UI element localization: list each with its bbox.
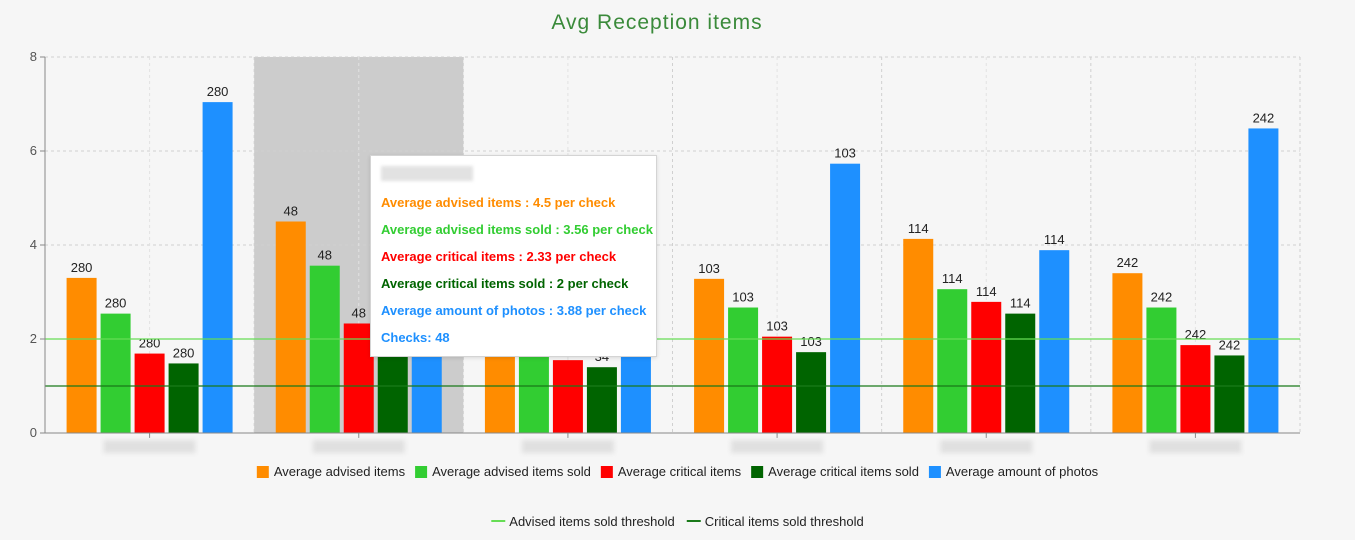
y-tick-label: 6 [30,143,37,158]
legend-swatch[interactable] [928,466,941,478]
legend-item-label[interactable]: Average advised items sold [432,464,591,479]
bar[interactable] [937,289,968,433]
bar[interactable] [971,301,1002,433]
y-tick-label: 8 [30,49,37,64]
bar-value-label: 242 [1253,110,1275,125]
bar[interactable] [518,350,549,433]
bar[interactable] [903,238,934,433]
bar[interactable] [202,102,233,434]
bar-value-label: 280 [105,296,127,311]
bar[interactable] [1005,313,1036,433]
tooltip-row: Average advised items : 4.5 per check [381,195,616,210]
bar-value-label: 114 [1044,232,1065,247]
bar-value-label: 103 [732,290,754,305]
legend-item-label[interactable]: Average critical items [618,464,742,479]
legend-swatch[interactable] [751,466,764,478]
bar[interactable] [620,350,651,433]
bar[interactable] [762,336,793,433]
bar[interactable] [1248,128,1279,433]
tooltip-row: Average critical items : 2.33 per check [381,249,617,264]
legend-threshold-label[interactable]: Critical items sold threshold [705,514,864,529]
bar[interactable] [484,350,515,433]
legend-item-label[interactable]: Average amount of photos [946,464,1099,479]
tooltip-title-redacted [381,166,473,181]
bar[interactable] [1039,250,1070,433]
bar[interactable] [168,363,199,433]
legend-item-label[interactable]: Average advised items [274,464,406,479]
legend-threshold-label[interactable]: Advised items sold threshold [509,514,674,529]
bar-value-label: 280 [71,260,93,275]
y-tick-label: 0 [30,425,37,440]
tooltip-row: Average critical items sold : 2 per chec… [381,276,629,291]
bar[interactable] [275,221,306,434]
bar-value-label: 114 [1010,296,1031,311]
y-tick-label: 4 [30,237,37,252]
legend-swatch[interactable] [256,466,269,478]
bar[interactable] [728,307,759,433]
bar-value-label: 114 [976,284,997,299]
bar[interactable] [134,353,165,433]
bar-value-label: 242 [1117,255,1139,270]
bar[interactable] [343,323,374,433]
bar-value-label: 242 [1219,337,1241,352]
bar[interactable] [1112,273,1143,433]
bar[interactable] [1146,307,1177,433]
bar-value-label: 103 [834,146,856,161]
bar-value-label: 48 [318,248,332,263]
legend-item-label[interactable]: Average critical items sold [768,464,919,479]
bar[interactable] [830,163,861,433]
bar-value-label: 103 [766,319,788,334]
bar-value-label: 103 [698,261,720,276]
tooltip-row: Checks: 48 [381,330,450,345]
tooltip-row: Average amount of photos : 3.88 per chec… [381,303,647,318]
bar-value-label: 103 [800,334,822,349]
bar-value-label: 242 [1151,290,1173,305]
bar-value-label: 280 [139,336,161,351]
bar[interactable] [796,352,827,433]
bar[interactable] [309,265,340,433]
tooltip-row: Average advised items sold : 3.56 per ch… [381,222,653,237]
x-tick-label-redacted [521,440,614,453]
chart-tooltip: Average advised items : 4.5 per check Av… [370,155,657,357]
bar[interactable] [66,277,97,433]
y-tick-label: 2 [30,331,37,346]
bar[interactable] [694,278,725,433]
bar-value-label: 280 [173,345,195,360]
bar-value-label: 114 [908,221,929,236]
bar[interactable] [586,367,617,433]
bar-value-label: 48 [352,305,366,320]
legend-swatch[interactable] [415,466,428,478]
bar[interactable] [552,360,583,433]
chart-title: Avg Reception items [551,11,762,34]
bar-value-label: 48 [284,204,298,219]
bar-value-label: 280 [207,84,229,99]
x-tick-label-redacted [312,440,405,453]
bar[interactable] [1180,345,1211,433]
x-tick-label-redacted [103,440,196,453]
bar-value-label: 114 [942,271,963,286]
x-tick-label-redacted [940,440,1033,453]
x-tick-label-redacted [731,440,824,453]
bar-value-label: 242 [1185,327,1207,342]
bar[interactable] [100,313,131,433]
x-tick-label-redacted [1149,440,1242,453]
legend-swatch[interactable] [600,466,613,478]
bar[interactable] [1214,355,1245,433]
